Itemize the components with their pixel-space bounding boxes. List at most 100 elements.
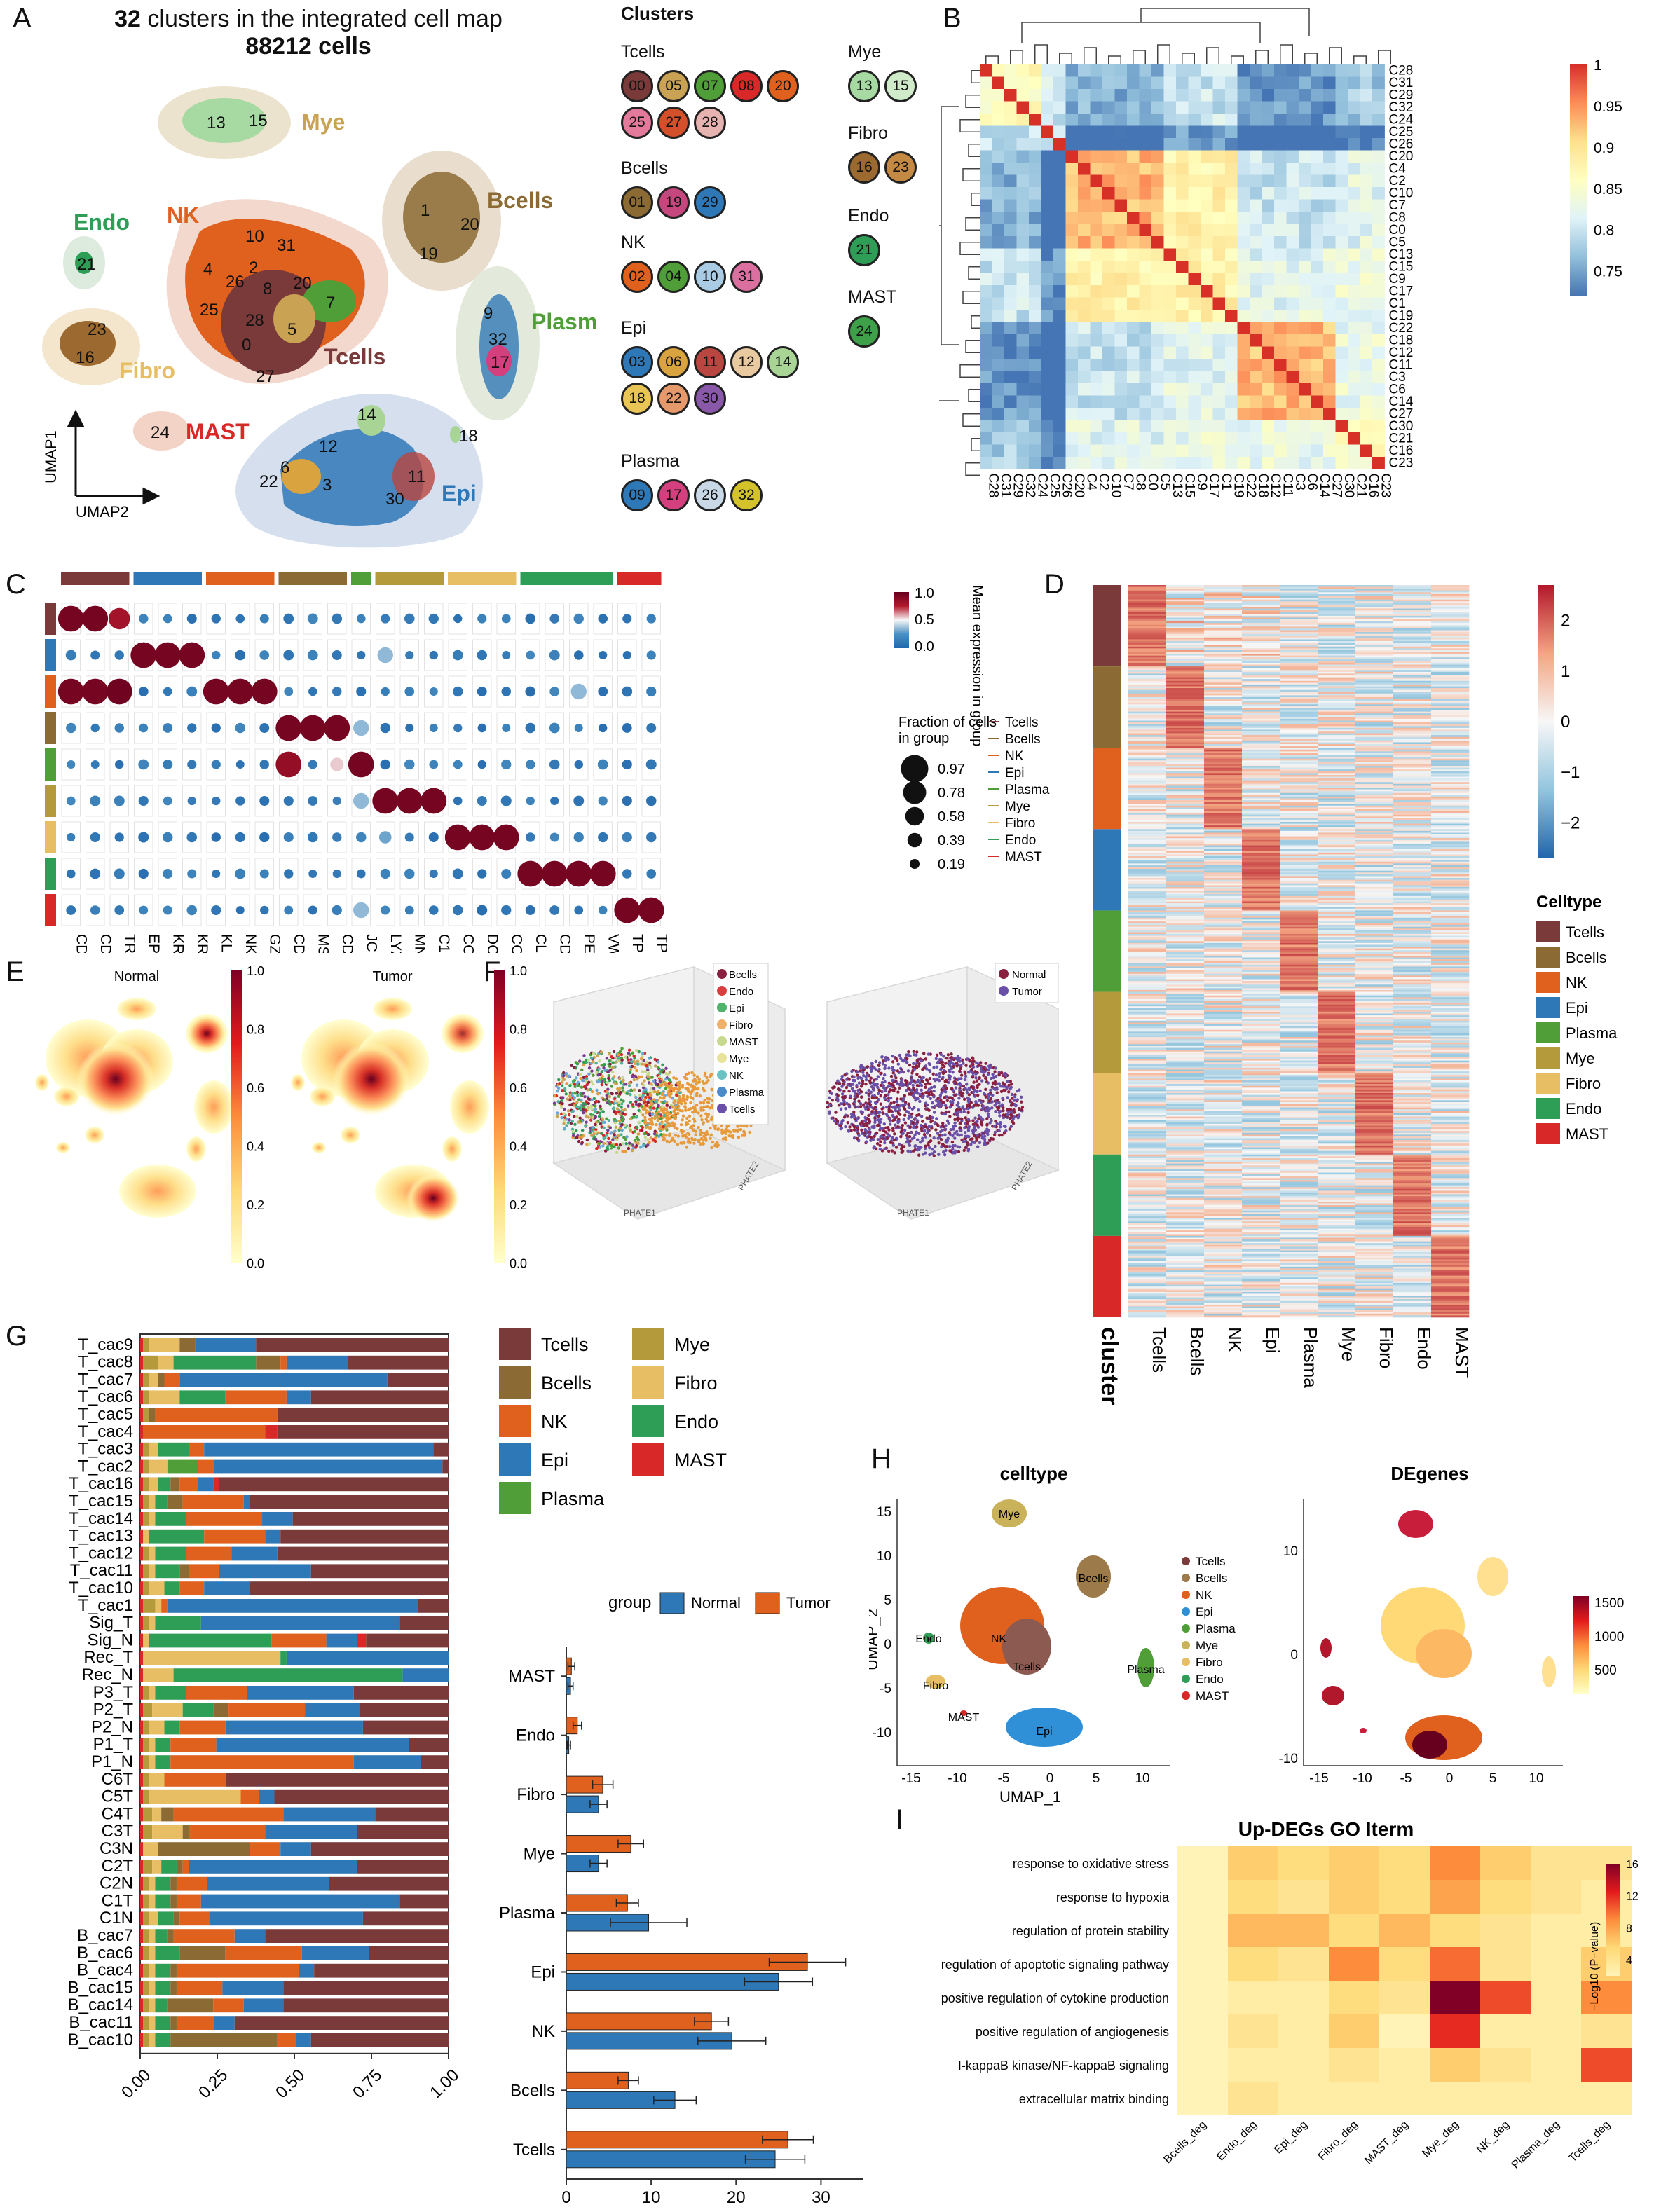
deg-cell [1355,692,1393,694]
deg-cell [1431,876,1469,878]
heat-cell [1213,383,1226,396]
deg-cell [1242,1149,1280,1151]
deg-cell [1393,1109,1431,1111]
deg-cell [1166,943,1204,945]
deg-cell [1431,893,1469,895]
heat-cell [1140,445,1152,458]
deg-cell [1280,1164,1318,1166]
deg-cell [1431,766,1469,768]
deg-cell [1318,860,1355,862]
deg-cell [1204,1008,1242,1010]
deg-cell [1393,999,1431,1001]
deg-cell [1355,970,1393,973]
deg-cell [1128,1133,1166,1135]
deg-cell [1355,1202,1393,1204]
deg-cell [1355,1205,1393,1207]
deg-cell [1393,600,1431,602]
cluster-chip-27: 27 [657,107,690,139]
deg-cell [1128,1084,1166,1086]
deg-cell [1431,815,1469,817]
size-legend-dot [905,807,924,826]
heat-cell [1017,408,1030,420]
deg-cell [1128,1053,1166,1055]
heat-cell [1176,114,1189,126]
heat-cell [1140,371,1152,384]
deg-cell [1431,659,1469,661]
deg-cell [1431,1070,1469,1072]
deg-cell [1128,1140,1166,1142]
heat-cell [1311,457,1324,469]
deg-cell [1318,1057,1355,1059]
deg-cell [1166,1118,1204,1120]
heat-cell [1360,298,1373,310]
deg-cell [1393,791,1431,793]
heat-cell [1348,396,1360,408]
deg-cell [1431,849,1469,851]
expression-dot [187,723,196,732]
expression-dot [381,614,390,623]
heat-b-col-label: C23 [1379,474,1393,498]
deg-cell [1318,717,1355,719]
deg-cell [1166,1125,1204,1127]
deg-cell [1280,987,1318,989]
expression-dot [380,760,390,770]
deg-cell [1242,621,1280,624]
deg-cell [1242,735,1280,737]
deg-cell [1128,903,1166,905]
deg-cell [1355,994,1393,996]
deg-cell [1204,972,1242,974]
deg-cell [1128,825,1166,827]
deg-cell [1128,1108,1166,1110]
dendro-left-link [966,95,980,108]
deg-cell [1280,884,1318,886]
deg-cell [1242,690,1280,692]
deg-cell [1355,1070,1393,1072]
deg-cell [1166,837,1204,839]
heat-cell [1372,261,1385,273]
deg-cell [1242,984,1280,987]
deg-cell [1318,958,1355,960]
deg-cell [1318,816,1355,818]
deg-cell [1318,612,1355,614]
heat-cell [1225,89,1238,102]
heat-cell [1115,408,1128,420]
deg-cell [1242,1109,1280,1111]
heat-cell [1299,420,1311,433]
deg-cell [1204,1117,1242,1119]
deg-cell [1166,807,1204,809]
heat-cell [1041,420,1054,433]
deg-cell [1280,863,1318,865]
deg-cell [1431,612,1469,614]
expression-dot [501,795,512,806]
deg-cell [1242,930,1280,933]
heat-cell [1287,64,1299,77]
deg-cell [1280,648,1318,650]
heat-cell [1262,138,1275,151]
expression-dot [501,760,511,769]
heat-cell [1017,347,1030,359]
deg-cell [1204,790,1242,792]
deg-cell [1393,641,1431,643]
expression-dot [67,833,75,841]
deg-cell [1318,616,1355,618]
deg-cell [1166,598,1204,600]
deg-cell [1242,1134,1280,1136]
deg-cell [1431,1205,1469,1207]
heat-cell [1189,347,1201,359]
deg-cell [1128,1136,1166,1139]
deg-cell [1280,1106,1318,1108]
deg-cell [1355,681,1393,683]
deg-cell [1318,695,1355,697]
deg-cell [1242,927,1280,929]
cluster-chip-28: 28 [694,107,726,139]
heat-cell [1078,432,1091,445]
deg-cell [1355,990,1393,992]
deg-cell [1318,678,1355,680]
deg-cell [1355,1115,1393,1117]
expression-dot [82,606,108,632]
heat-cell [1213,371,1226,384]
deg-cell [1280,1118,1318,1120]
deg-cell [1242,1133,1280,1135]
deg-cell [1128,1155,1166,1157]
heat-cell [1201,138,1213,151]
